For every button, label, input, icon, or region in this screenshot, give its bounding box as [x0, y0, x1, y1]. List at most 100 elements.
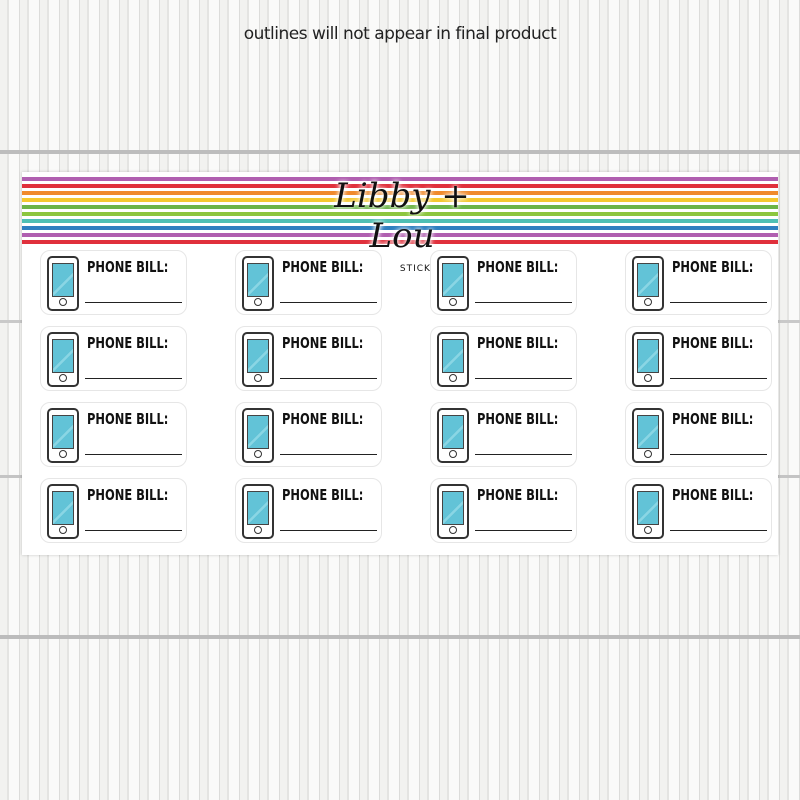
phone-icon [47, 256, 79, 311]
phone-bill-sticker: PHONE BILL: [625, 326, 772, 391]
sticker-label: PHONE BILL: [477, 410, 559, 428]
phone-icon [47, 408, 79, 463]
phone-bill-sticker: PHONE BILL: [235, 250, 382, 315]
phone-icon [437, 256, 469, 311]
phone-screen [52, 339, 74, 373]
phone-icon [437, 332, 469, 387]
stripe [22, 240, 778, 244]
rainbow-header [22, 177, 778, 247]
home-button [644, 374, 652, 382]
sticker-label: PHONE BILL: [87, 334, 169, 352]
phone-icon [47, 484, 79, 539]
phone-icon [242, 256, 274, 311]
phone-screen [637, 263, 659, 297]
write-line [475, 302, 572, 303]
write-line [85, 454, 182, 455]
phone-bill-sticker: PHONE BILL: [40, 326, 187, 391]
home-button [254, 298, 262, 306]
home-button [254, 374, 262, 382]
sticker-grid: PHONE BILL: PHONE BILL: PHONE BILL: PHONE B… [40, 250, 772, 543]
write-line [670, 378, 767, 379]
stripe [22, 205, 778, 209]
phone-icon [47, 332, 79, 387]
phone-bill-sticker: PHONE BILL: [235, 326, 382, 391]
sticker-label: PHONE BILL: [282, 334, 364, 352]
phone-icon [242, 332, 274, 387]
phone-icon [437, 484, 469, 539]
home-button [644, 450, 652, 458]
phone-bill-sticker: PHONE BILL: [625, 402, 772, 467]
stripe [22, 198, 778, 202]
phone-screen [52, 263, 74, 297]
stripe [22, 233, 778, 237]
home-button [644, 526, 652, 534]
phone-bill-sticker: PHONE BILL: [235, 478, 382, 543]
stripe [22, 191, 778, 195]
phone-bill-sticker: PHONE BILL: [40, 478, 187, 543]
phone-bill-sticker: PHONE BILL: [430, 250, 577, 315]
phone-screen [52, 415, 74, 449]
sticker-label: PHONE BILL: [477, 486, 559, 504]
home-button [449, 526, 457, 534]
phone-screen [247, 415, 269, 449]
sticker-label: PHONE BILL: [672, 258, 754, 276]
phone-bill-sticker: PHONE BILL: [235, 402, 382, 467]
home-button [59, 526, 67, 534]
home-button [59, 450, 67, 458]
sticker-label: PHONE BILL: [87, 258, 169, 276]
sticker-label: PHONE BILL: [87, 410, 169, 428]
phone-icon [437, 408, 469, 463]
sticker-label: PHONE BILL: [477, 258, 559, 276]
home-button [449, 374, 457, 382]
home-button [254, 450, 262, 458]
stripe [22, 226, 778, 230]
phone-screen [247, 491, 269, 525]
phone-icon [242, 408, 274, 463]
write-line [280, 378, 377, 379]
sticker-label: PHONE BILL: [282, 258, 364, 276]
home-button [254, 526, 262, 534]
phone-screen [442, 491, 464, 525]
phone-screen [637, 339, 659, 373]
home-button [644, 298, 652, 306]
stripe [22, 212, 778, 216]
phone-screen [637, 415, 659, 449]
phone-screen [247, 263, 269, 297]
phone-screen [442, 263, 464, 297]
write-line [85, 530, 182, 531]
sticker-label: PHONE BILL: [87, 486, 169, 504]
phone-bill-sticker: PHONE BILL: [40, 250, 187, 315]
write-line [670, 302, 767, 303]
phone-bill-sticker: PHONE BILL: [40, 402, 187, 467]
phone-icon [242, 484, 274, 539]
phone-icon [632, 256, 664, 311]
sticker-label: PHONE BILL: [477, 334, 559, 352]
write-line [475, 378, 572, 379]
phone-bill-sticker: PHONE BILL: [625, 478, 772, 543]
stripe [22, 219, 778, 223]
write-line [475, 530, 572, 531]
sticker-label: PHONE BILL: [672, 334, 754, 352]
sticker-label: PHONE BILL: [672, 410, 754, 428]
sticker-label: PHONE BILL: [282, 486, 364, 504]
home-button [449, 450, 457, 458]
write-line [475, 454, 572, 455]
phone-screen [637, 491, 659, 525]
write-line [85, 302, 182, 303]
phone-icon [632, 332, 664, 387]
sticker-sheet: Libby + Lou STICKER CO PHONE BILL:PHONE … [22, 172, 778, 555]
write-line [280, 302, 377, 303]
phone-screen [247, 339, 269, 373]
sticker-label: PHONE BILL: [282, 410, 364, 428]
phone-bill-sticker: PHONE BILL: [430, 478, 577, 543]
write-line [670, 530, 767, 531]
home-button [449, 298, 457, 306]
write-line [85, 378, 182, 379]
home-button [59, 374, 67, 382]
phone-bill-sticker: PHONE BILL: [430, 326, 577, 391]
write-line [670, 454, 767, 455]
outline-note: outlines will not appear in final produc… [243, 24, 557, 44]
phone-screen [442, 339, 464, 373]
phone-screen [52, 491, 74, 525]
brand-name: Libby + Lou [334, 176, 470, 256]
